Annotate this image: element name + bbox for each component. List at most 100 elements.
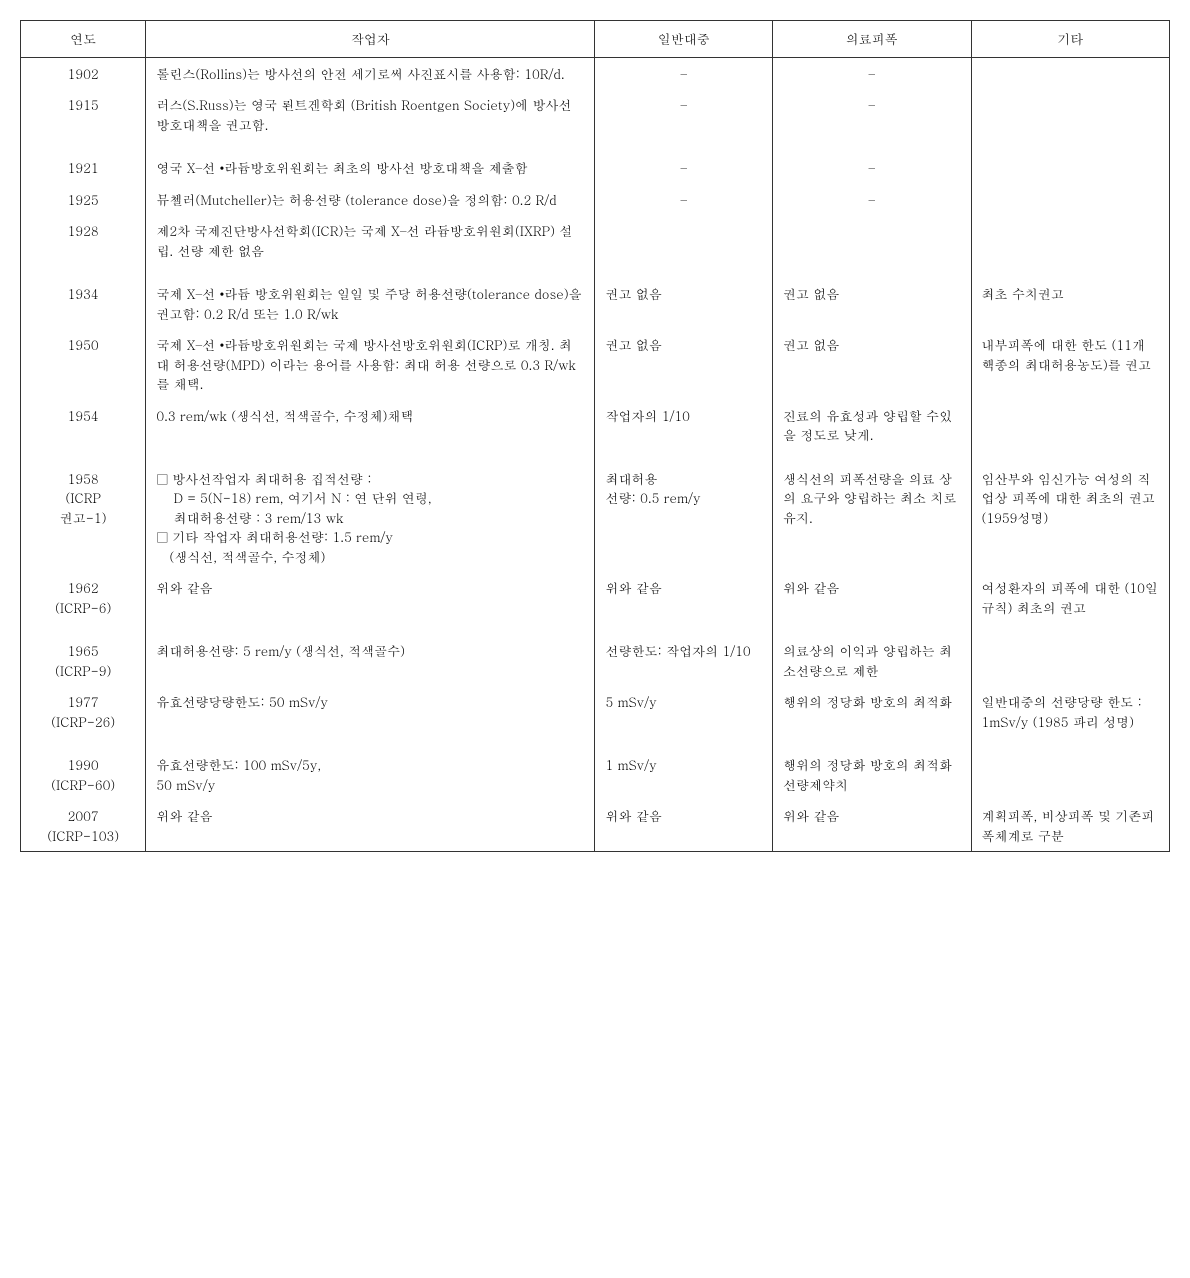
table-row: 1990(ICRP-60)유효선량한도: 100 mSv/5y,50 mSv/y… <box>21 749 1170 800</box>
spacer-cell <box>971 266 1170 278</box>
cell-public: 1 mSv/y <box>595 749 773 800</box>
cell-worker: 국제 X–선 •라듐 방호위원회는 일일 및 주당 허용선량(tolerance… <box>146 278 595 329</box>
table-row: 2007(ICRP-103)위와 같음위와 같음위와 같음계획피폭, 비상피폭 … <box>21 800 1170 852</box>
cell-worker: 유효선량당량한도: 50 mSv/y <box>146 686 595 737</box>
table-header-row: 연도 작업자 일반대중 의료피폭 기타 <box>21 21 1170 58</box>
cell-year: 2007(ICRP-103) <box>21 800 146 852</box>
cell-medical: 위와 같음 <box>773 800 971 852</box>
spacer-cell <box>21 737 146 749</box>
cell-public: 작업자의 1/10 <box>595 400 773 451</box>
table-row: 1915러스(S.Russ)는 영국 뢴트겐학회 (British Roentg… <box>21 89 1170 140</box>
spacer-cell <box>21 451 146 463</box>
cell-year: 1950 <box>21 329 146 400</box>
cell-year: 1962(ICRP-6) <box>21 572 146 623</box>
table-row <box>21 623 1170 635</box>
cell-year: 1934 <box>21 278 146 329</box>
cell-other <box>971 635 1170 686</box>
cell-other: 계획피폭, 비상피폭 및 기존피폭체계로 구분 <box>971 800 1170 852</box>
cell-year: 1958(ICRP권고-1) <box>21 463 146 573</box>
cell-worker: 유효선량한도: 100 mSv/5y,50 mSv/y <box>146 749 595 800</box>
cell-public <box>595 215 773 266</box>
spacer-cell <box>146 266 595 278</box>
cell-year: 1925 <box>21 184 146 216</box>
spacer-cell <box>146 737 595 749</box>
cell-public: 권고 없음 <box>595 278 773 329</box>
table-body: 1902롤린스(Rollins)는 방사선의 안전 세기로써 사진표시를 사용함… <box>21 57 1170 852</box>
spacer-cell <box>773 737 971 749</box>
header-public: 일반대중 <box>595 21 773 58</box>
cell-public: 5 mSv/y <box>595 686 773 737</box>
cell-worker: 위와 같음 <box>146 800 595 852</box>
cell-medical: 권고 없음 <box>773 278 971 329</box>
spacer-cell <box>971 737 1170 749</box>
cell-worker: 영국 X–선 •라듐방호위원회는 최초의 방사선 방호대책을 제출함 <box>146 152 595 184</box>
spacer-cell <box>595 140 773 152</box>
cell-medical: 권고 없음 <box>773 329 971 400</box>
cell-medical: 행위의 정당화 방호의 최적화 선량제약치 <box>773 749 971 800</box>
page-container: 연도 작업자 일반대중 의료피폭 기타 1902롤린스(Rollins)는 방사… <box>20 20 1170 852</box>
cell-worker: 뮤첼러(Mutcheller)는 허용선량 (tolerance dose)을 … <box>146 184 595 216</box>
cell-worker: 러스(S.Russ)는 영국 뢴트겐학회 (British Roentgen S… <box>146 89 595 140</box>
spacer-cell <box>21 266 146 278</box>
table-row: 1928제2차 국제진단방사선학회(ICR)는 국제 X–선 라듐방호위원회(I… <box>21 215 1170 266</box>
spacer-cell <box>595 451 773 463</box>
cell-worker: 롤린스(Rollins)는 방사선의 안전 세기로써 사진표시를 사용함: 10… <box>146 57 595 89</box>
table-row: 1977(ICRP-26)유효선량당량한도: 50 mSv/y5 mSv/y행위… <box>21 686 1170 737</box>
cell-year: 1921 <box>21 152 146 184</box>
cell-public: 위와 같음 <box>595 800 773 852</box>
cell-other: 임산부와 임신가능 여성의 직업상 피폭에 대한 최초의 권고 (1959성명) <box>971 463 1170 573</box>
cell-public: 최대허용선량: 0.5 rem/y <box>595 463 773 573</box>
header-other: 기타 <box>971 21 1170 58</box>
cell-medical: – <box>773 184 971 216</box>
table-row: 1962(ICRP-6)위와 같음위와 같음위와 같음여성환자의 피폭에 대한 … <box>21 572 1170 623</box>
cell-year: 1965(ICRP-9) <box>21 635 146 686</box>
cell-other: 여성환자의 피폭에 대한 (10일 규칙) 최초의 권고 <box>971 572 1170 623</box>
table-row: 1925뮤첼러(Mutcheller)는 허용선량 (tolerance dos… <box>21 184 1170 216</box>
table-row: 1965(ICRP-9)최대허용선량: 5 rem/y (생식선, 적색골수)선… <box>21 635 1170 686</box>
cell-other: 일반대중의 선량당량 한도 :1mSv/y (1985 파리 성명) <box>971 686 1170 737</box>
cell-worker: 국제 X–선 •라듐방호위원회는 국제 방사선방호위원회(ICRP)로 개칭. … <box>146 329 595 400</box>
cell-worker: □ 방사선작업자 최대허용 집적선량 : D = 5(N-18) rem, 여기… <box>146 463 595 573</box>
cell-medical: 진료의 유효성과 양립할 수있을 정도로 낮게. <box>773 400 971 451</box>
spacer-cell <box>971 451 1170 463</box>
table-row: 1934국제 X–선 •라듐 방호위원회는 일일 및 주당 허용선량(toler… <box>21 278 1170 329</box>
cell-medical: – <box>773 152 971 184</box>
table-row <box>21 266 1170 278</box>
spacer-cell <box>971 623 1170 635</box>
cell-other <box>971 215 1170 266</box>
cell-year: 1915 <box>21 89 146 140</box>
cell-medical: 행위의 정당화 방호의 최적화 <box>773 686 971 737</box>
cell-year: 1977(ICRP-26) <box>21 686 146 737</box>
cell-public: – <box>595 57 773 89</box>
cell-public: – <box>595 89 773 140</box>
spacer-cell <box>146 623 595 635</box>
spacer-cell <box>773 623 971 635</box>
cell-worker: 최대허용선량: 5 rem/y (생식선, 적색골수) <box>146 635 595 686</box>
spacer-cell <box>21 140 146 152</box>
cell-other <box>971 749 1170 800</box>
cell-worker: 0.3 rem/wk (생식선, 적색골수, 수정체)채택 <box>146 400 595 451</box>
cell-other <box>971 57 1170 89</box>
table-row: 1958(ICRP권고-1)□ 방사선작업자 최대허용 집적선량 : D = 5… <box>21 463 1170 573</box>
table-row: 1902롤린스(Rollins)는 방사선의 안전 세기로써 사진표시를 사용함… <box>21 57 1170 89</box>
cell-worker: 위와 같음 <box>146 572 595 623</box>
cell-public: – <box>595 184 773 216</box>
cell-year: 1902 <box>21 57 146 89</box>
cell-other: 내부피폭에 대한 한도 (11개 핵종의 최대허용농도)를 권고 <box>971 329 1170 400</box>
spacer-cell <box>773 451 971 463</box>
cell-medical: – <box>773 57 971 89</box>
table-row: 1921영국 X–선 •라듐방호위원회는 최초의 방사선 방호대책을 제출함–– <box>21 152 1170 184</box>
cell-other <box>971 89 1170 140</box>
cell-public: 선량한도: 작업자의 1/10 <box>595 635 773 686</box>
table-row: 19540.3 rem/wk (생식선, 적색골수, 수정체)채택작업자의 1/… <box>21 400 1170 451</box>
table-row <box>21 737 1170 749</box>
cell-other: 최초 수치권고 <box>971 278 1170 329</box>
history-table: 연도 작업자 일반대중 의료피폭 기타 1902롤린스(Rollins)는 방사… <box>20 20 1170 852</box>
cell-year: 1928 <box>21 215 146 266</box>
spacer-cell <box>595 266 773 278</box>
cell-other <box>971 152 1170 184</box>
spacer-cell <box>971 140 1170 152</box>
spacer-cell <box>146 140 595 152</box>
cell-other <box>971 400 1170 451</box>
cell-public: 권고 없음 <box>595 329 773 400</box>
